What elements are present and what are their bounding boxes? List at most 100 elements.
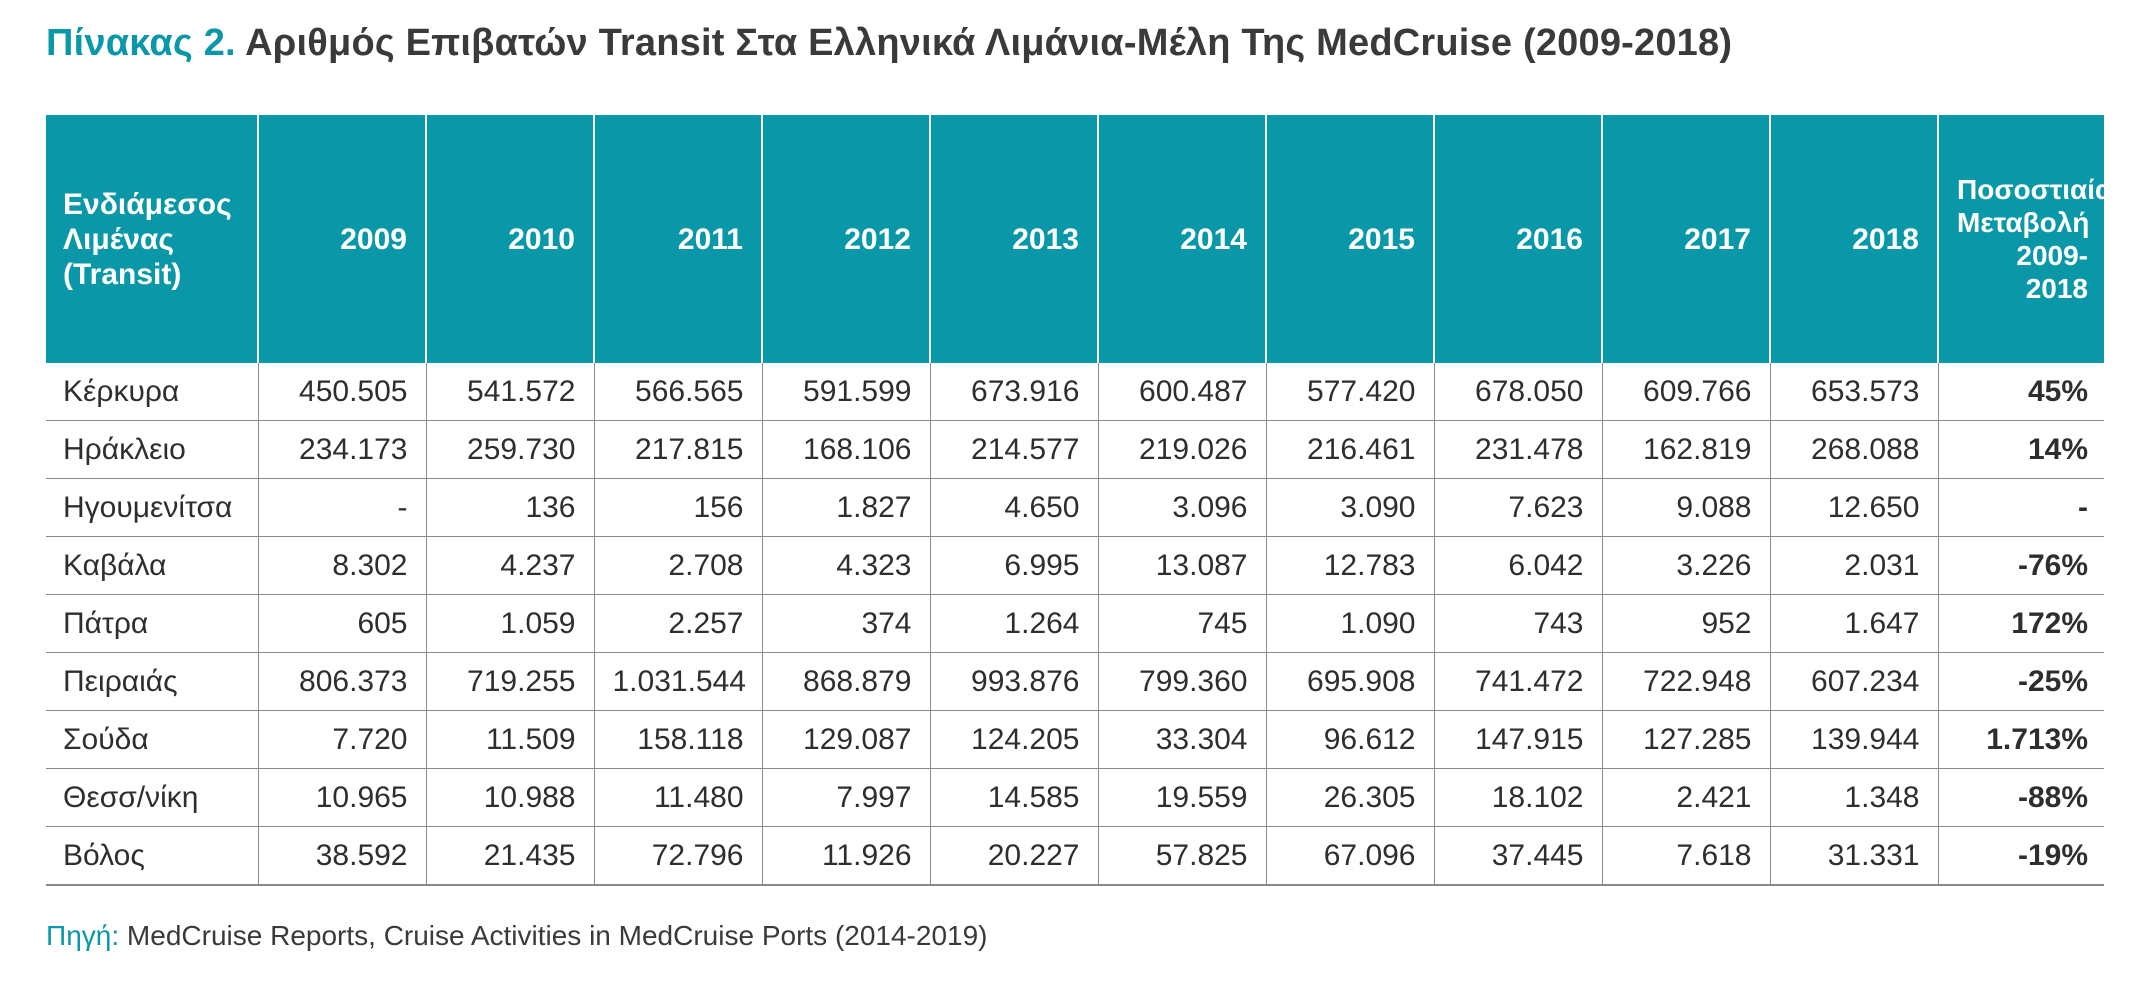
value-cell-2017: 609.766 — [1601, 363, 1770, 421]
value-cell-2016: 37.445 — [1433, 826, 1602, 886]
value-cell-2016: 741.472 — [1433, 652, 1602, 711]
value-cell-2016: 147.915 — [1433, 710, 1602, 769]
value-cell-2015: 1.090 — [1265, 594, 1434, 653]
value-cell-2016: 231.478 — [1433, 420, 1602, 479]
table-header-row: Ενδιάμεσος Λιμένας (Transit) 2009 2010 201… — [46, 115, 2112, 363]
source-text: MedCruise Reports, Cruise Activities in … — [119, 920, 988, 951]
value-cell-2011: 566.565 — [593, 363, 762, 421]
value-cell-2013: 4.650 — [929, 478, 1098, 537]
percentage-change-cell: -76% — [1937, 536, 2104, 595]
port-name-cell: Καβάλα — [46, 536, 258, 595]
value-cell-2016: 6.042 — [1433, 536, 1602, 595]
value-cell-2018: 607.234 — [1769, 652, 1938, 711]
value-cell-2018: 268.088 — [1769, 420, 1938, 479]
value-cell-2013: 124.205 — [929, 710, 1098, 769]
value-cell-2012: 868.879 — [761, 652, 930, 711]
port-name-cell: Ηράκλειο — [46, 420, 258, 479]
table-row: Πάτρα 605 1.059 2.257 374 1.264 745 1.090 743 952… — [46, 594, 2104, 653]
header-year-2014: 2014 — [1097, 115, 1266, 363]
value-cell-2017: 9.088 — [1601, 478, 1770, 537]
value-cell-2010: 11.509 — [425, 710, 594, 769]
port-name-cell: Πάτρα — [46, 594, 258, 653]
value-cell-2014: 600.487 — [1097, 363, 1266, 421]
table-row: Κέρκυρα 450.505 541.572 566.565 591.599 673.9… — [46, 363, 2104, 421]
value-cell-2012: 129.087 — [761, 710, 930, 769]
header-year-2015: 2015 — [1265, 115, 1434, 363]
value-cell-2010: 10.988 — [425, 768, 594, 827]
value-cell-2017: 3.226 — [1601, 536, 1770, 595]
value-cell-2009: 806.373 — [257, 652, 426, 711]
value-cell-2015: 695.908 — [1265, 652, 1434, 711]
value-cell-2015: 67.096 — [1265, 826, 1434, 886]
value-cell-2009: 234.173 — [257, 420, 426, 479]
header-percentage-change: Ποσοστιαία Μεταβολή 2009-2018 — [1937, 115, 2112, 363]
value-cell-2011: 217.815 — [593, 420, 762, 479]
value-cell-2014: 3.096 — [1097, 478, 1266, 537]
value-cell-2018: 139.944 — [1769, 710, 1938, 769]
value-cell-2009: 7.720 — [257, 710, 426, 769]
port-name-cell: Βόλος — [46, 826, 258, 886]
percentage-change-cell: -19% — [1937, 826, 2104, 886]
port-name-cell: Κέρκυρα — [46, 363, 258, 421]
percentage-change-cell: 14% — [1937, 420, 2104, 479]
value-cell-2018: 653.573 — [1769, 363, 1938, 421]
value-cell-2009: 38.592 — [257, 826, 426, 886]
value-cell-2017: 7.618 — [1601, 826, 1770, 886]
table-row: Πειραιάς 806.373 719.255 1.031.544 868.879 99… — [46, 652, 2104, 711]
header-year-2011: 2011 — [593, 115, 762, 363]
table-row: Θεσσ/νίκη 10.965 10.988 11.480 7.997 14.585 19… — [46, 768, 2104, 827]
value-cell-2017: 722.948 — [1601, 652, 1770, 711]
value-cell-2011: 11.480 — [593, 768, 762, 827]
port-name-cell: Πειραιάς — [46, 652, 258, 711]
value-cell-2017: 127.285 — [1601, 710, 1770, 769]
table-title-text: Αριθμός Επιβατών Transit Στα Ελληνικά Λι… — [235, 22, 1733, 64]
value-cell-2015: 577.420 — [1265, 363, 1434, 421]
port-name-cell: Θεσσ/νίκη — [46, 768, 258, 827]
value-cell-2011: 156 — [593, 478, 762, 537]
value-cell-2016: 7.623 — [1433, 478, 1602, 537]
header-year-2018: 2018 — [1769, 115, 1938, 363]
value-cell-2013: 14.585 — [929, 768, 1098, 827]
value-cell-2012: 7.997 — [761, 768, 930, 827]
table-body: Κέρκυρα 450.505 541.572 566.565 591.599 673.9… — [46, 363, 2104, 886]
value-cell-2011: 158.118 — [593, 710, 762, 769]
value-cell-2009: 8.302 — [257, 536, 426, 595]
value-cell-2014: 745 — [1097, 594, 1266, 653]
header-year-2013: 2013 — [929, 115, 1098, 363]
transit-passengers-table: Ενδιάμεσος Λιμένας (Transit) 2009 2010 201… — [46, 115, 2112, 886]
value-cell-2012: 168.106 — [761, 420, 930, 479]
value-cell-2011: 2.708 — [593, 536, 762, 595]
table-row: Ηράκλειο 234.173 259.730 217.815 168.106 214.… — [46, 420, 2104, 479]
value-cell-2015: 96.612 — [1265, 710, 1434, 769]
value-cell-2018: 1.348 — [1769, 768, 1938, 827]
value-cell-2014: 219.026 — [1097, 420, 1266, 479]
percentage-change-cell: 45% — [1937, 363, 2104, 421]
value-cell-2012: 1.827 — [761, 478, 930, 537]
value-cell-2009: 605 — [257, 594, 426, 653]
header-year-2012: 2012 — [761, 115, 930, 363]
value-cell-2014: 57.825 — [1097, 826, 1266, 886]
value-cell-2011: 2.257 — [593, 594, 762, 653]
header-year-2017: 2017 — [1601, 115, 1770, 363]
value-cell-2012: 591.599 — [761, 363, 930, 421]
value-cell-2014: 799.360 — [1097, 652, 1266, 711]
value-cell-2009: - — [257, 478, 426, 537]
port-name-cell: Ηγουμενίτσα — [46, 478, 258, 537]
table-title: Πίνακας 2. Αριθμός Επιβατών Transit Στα … — [46, 22, 1732, 65]
value-cell-2013: 20.227 — [929, 826, 1098, 886]
value-cell-2010: 4.237 — [425, 536, 594, 595]
value-cell-2010: 21.435 — [425, 826, 594, 886]
value-cell-2013: 214.577 — [929, 420, 1098, 479]
value-cell-2009: 10.965 — [257, 768, 426, 827]
source-note: Πηγή: MedCruise Reports, Cruise Activiti… — [46, 920, 988, 952]
value-cell-2013: 673.916 — [929, 363, 1098, 421]
port-name-cell: Σούδα — [46, 710, 258, 769]
value-cell-2013: 6.995 — [929, 536, 1098, 595]
value-cell-2015: 3.090 — [1265, 478, 1434, 537]
value-cell-2010: 719.255 — [425, 652, 594, 711]
header-year-2010: 2010 — [425, 115, 594, 363]
value-cell-2012: 4.323 — [761, 536, 930, 595]
header-year-2009: 2009 — [257, 115, 426, 363]
value-cell-2013: 1.264 — [929, 594, 1098, 653]
value-cell-2011: 72.796 — [593, 826, 762, 886]
